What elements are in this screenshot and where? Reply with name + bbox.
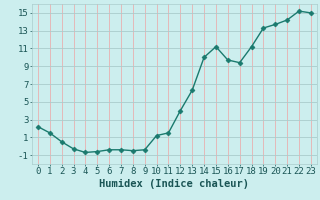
X-axis label: Humidex (Indice chaleur): Humidex (Indice chaleur) — [100, 179, 249, 189]
